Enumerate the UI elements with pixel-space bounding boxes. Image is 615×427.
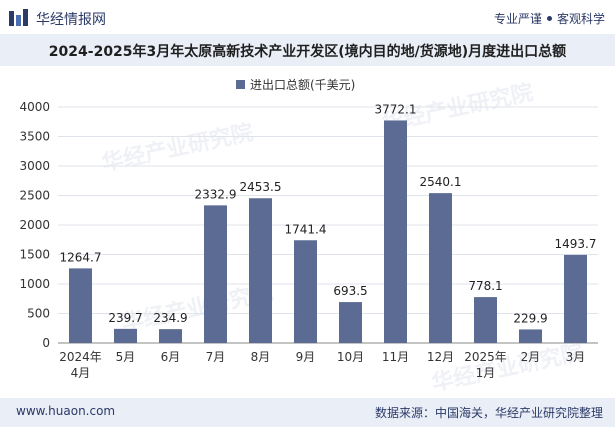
bar	[474, 297, 497, 343]
bar	[339, 302, 362, 343]
y-tick-label: 1500	[19, 248, 50, 262]
data-label: 239.7	[108, 311, 142, 325]
bar	[384, 120, 407, 343]
legend-swatch	[236, 80, 245, 89]
bar-chart: 0 500 1000 1500 2000 2500 3000 3500 4000 1264.7 2…	[19, 78, 598, 380]
website-link[interactable]: www.huaon.com	[16, 404, 116, 418]
tagline-right: 客观科学	[556, 12, 605, 26]
data-label: 2332.9	[195, 187, 237, 201]
x-tick-label: 8月	[251, 350, 271, 364]
bar	[114, 328, 137, 343]
x-axis: 2024年 4月 5月 6月 7月 8月 9月 10月 11月 12月 2025年 1月 2月 3月	[59, 350, 585, 380]
y-tick-label: 3000	[19, 159, 50, 173]
y-tick-label: 3500	[19, 130, 50, 144]
x-tick-label: 5月	[116, 350, 136, 364]
x-tick-label: 2024年	[59, 350, 102, 364]
x-tick-label: 2月	[521, 350, 541, 364]
x-tick-label: 9月	[296, 350, 316, 364]
tagline-left: 专业严谨	[493, 12, 542, 26]
chart-title: 2024-2025年3月年太原高新技术产业开发区(境内目的地/货源地)月度进出口…	[48, 44, 567, 60]
y-tick-label: 0	[42, 336, 50, 350]
x-tick-label: 3月	[566, 350, 586, 364]
title-bar: 2024-2025年3月年太原高新技术产业开发区(境内目的地/货源地)月度进出口…	[0, 34, 615, 66]
data-label: 778.1	[468, 279, 502, 293]
data-source: 数据来源：中国海关，华经产业研究院整理	[374, 406, 603, 420]
tagline: 专业严谨 客观科学	[494, 10, 605, 27]
huajing-logo-icon	[9, 9, 28, 26]
data-label: 1493.7	[555, 237, 597, 251]
data-label: 1741.4	[285, 222, 327, 236]
y-tick-label: 500	[27, 307, 50, 321]
x-tick-label: 1月	[476, 366, 496, 380]
y-tick-label: 2500	[19, 189, 50, 203]
data-label: 234.9	[153, 311, 187, 325]
x-tick-label: 12月	[427, 350, 454, 364]
footer: www.huaon.com 数据来源：中国海关，华经产业研究院整理	[0, 398, 615, 427]
data-label: 693.5	[333, 284, 367, 298]
y-tick-label: 4000	[19, 100, 50, 114]
bar	[519, 329, 542, 343]
bar	[564, 254, 587, 343]
bar	[159, 329, 182, 343]
data-label: 229.9	[513, 311, 547, 325]
bar	[294, 240, 317, 343]
legend: 进出口总额(千美元)	[236, 78, 355, 92]
legend-label: 进出口总额(千美元)	[250, 78, 355, 92]
top-bar: 华经情报网 专业严谨 客观科学	[0, 0, 615, 34]
bars	[69, 120, 587, 343]
y-axis: 0 500 1000 1500 2000 2500 3000 3500 4000	[19, 100, 50, 350]
y-tick-label: 1000	[19, 277, 50, 291]
x-tick-label: 6月	[161, 350, 181, 364]
brand-name: 华经情报网	[36, 12, 106, 28]
data-label: 3772.1	[375, 102, 417, 116]
x-tick-label: 11月	[382, 350, 409, 364]
y-tick-label: 2000	[19, 218, 50, 232]
x-tick-label: 4月	[71, 366, 91, 380]
x-tick-label: 2025年	[464, 350, 507, 364]
x-tick-label: 10月	[337, 350, 364, 364]
separator-dot	[546, 16, 552, 21]
gridlines	[58, 106, 598, 344]
bar	[69, 268, 92, 343]
bar	[429, 193, 452, 343]
data-label: 2540.1	[420, 175, 462, 189]
data-label: 2453.5	[240, 180, 282, 194]
data-label: 1264.7	[60, 250, 102, 264]
bar	[204, 205, 227, 343]
x-tick-label: 7月	[206, 350, 226, 364]
bar	[249, 198, 272, 343]
